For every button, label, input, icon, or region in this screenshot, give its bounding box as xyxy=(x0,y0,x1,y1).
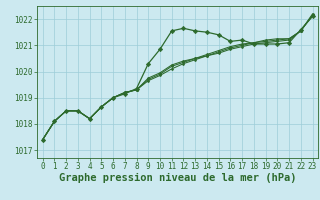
X-axis label: Graphe pression niveau de la mer (hPa): Graphe pression niveau de la mer (hPa) xyxy=(59,173,296,183)
